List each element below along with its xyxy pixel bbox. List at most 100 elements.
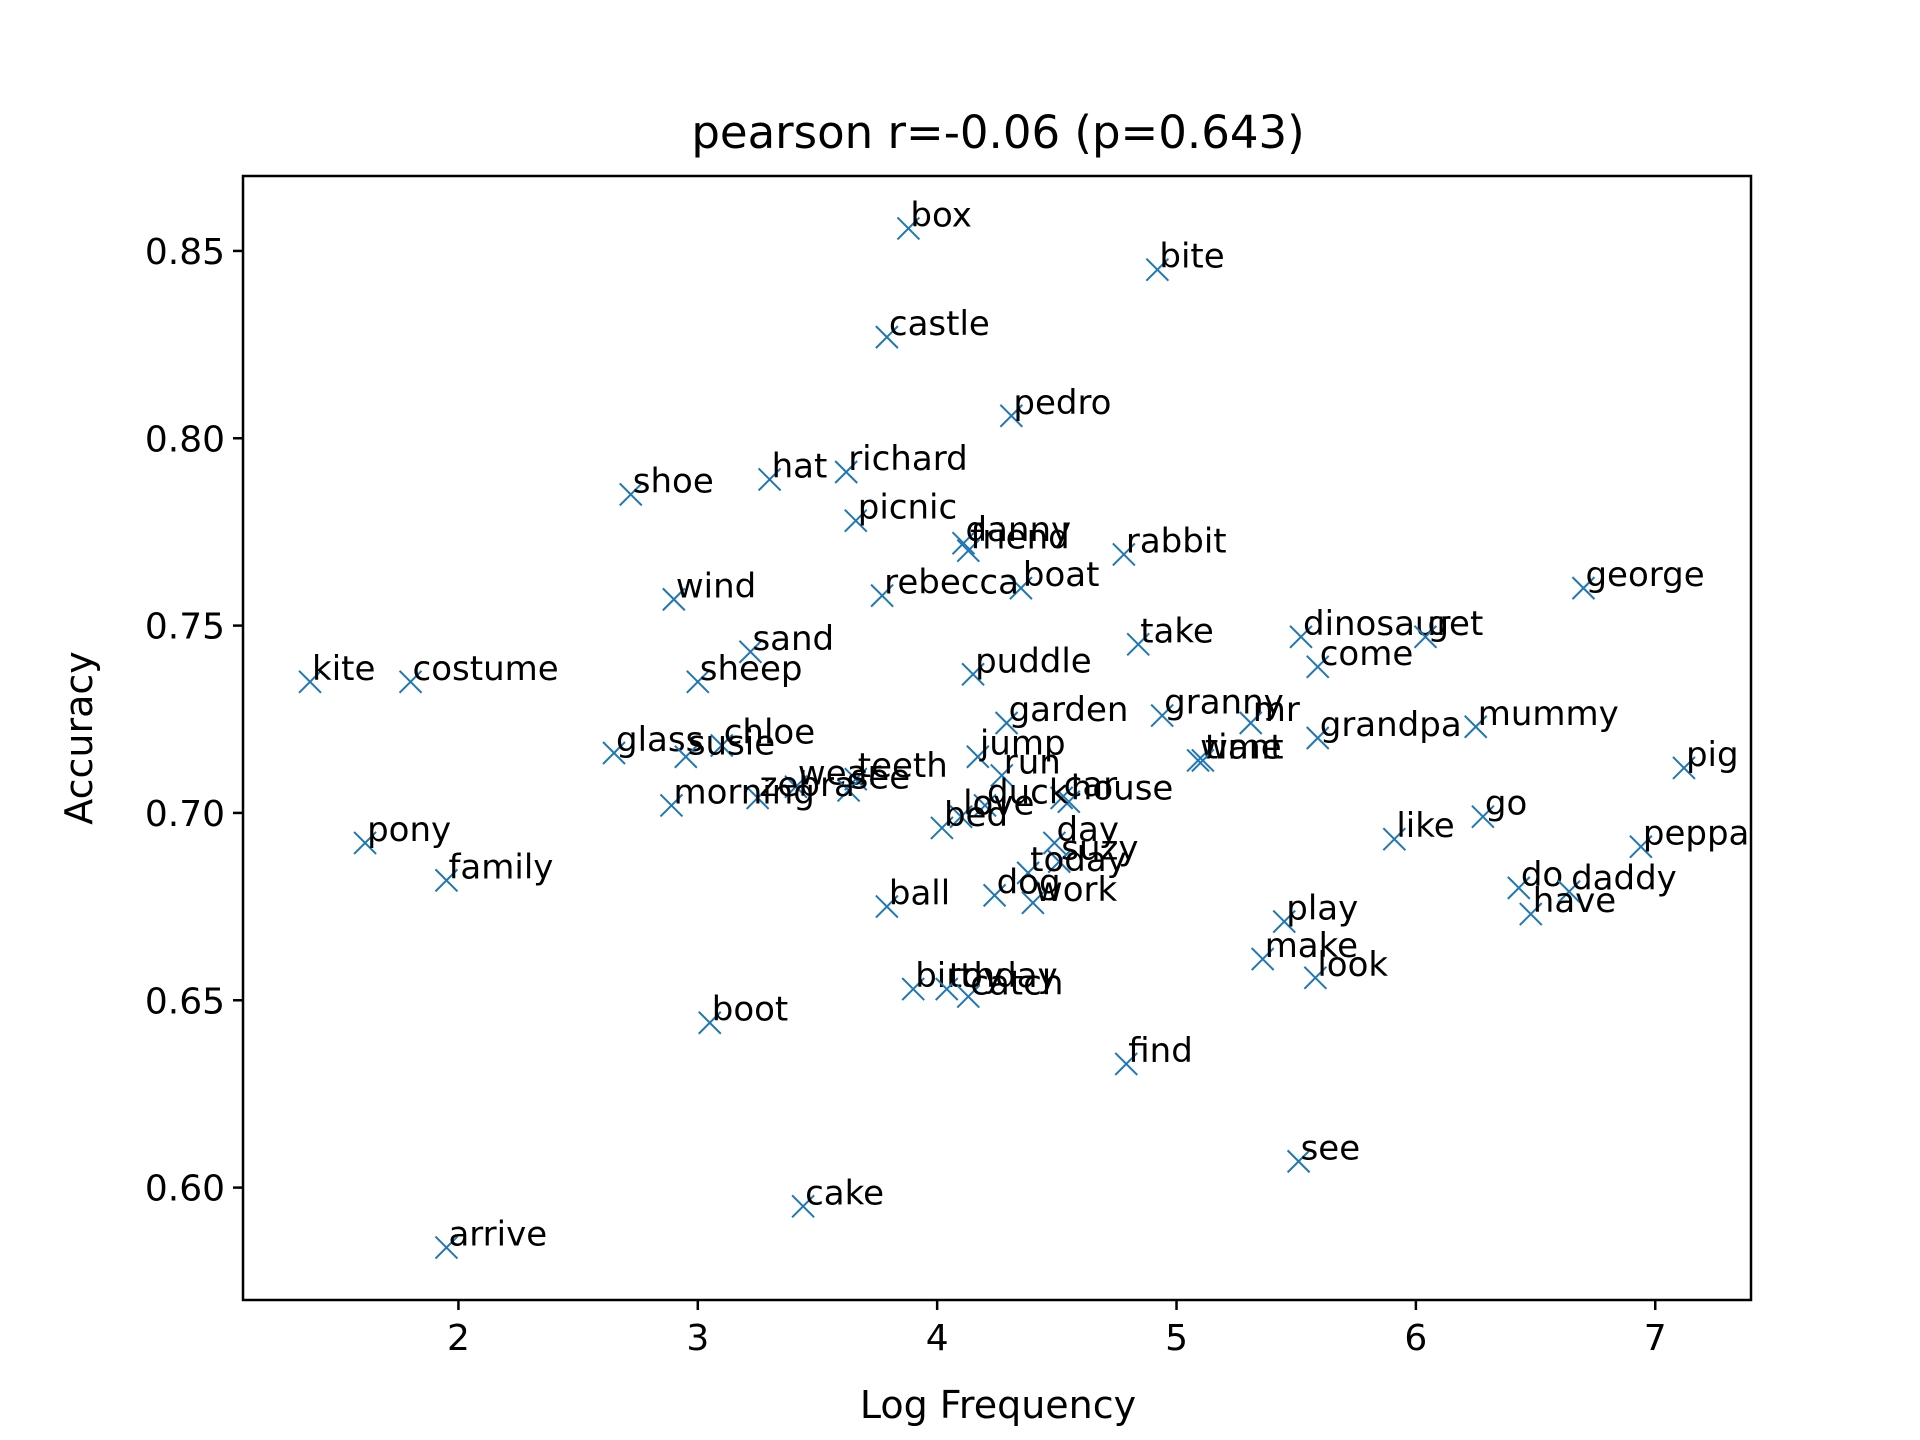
point-label: castle <box>889 304 990 344</box>
point-label: richard <box>848 439 967 479</box>
x-marker <box>870 583 894 608</box>
data-point: hat <box>757 446 828 492</box>
x-marker <box>1112 542 1136 567</box>
x-marker <box>738 640 763 664</box>
x-marker <box>844 508 868 533</box>
y-tick-label: 0.70 <box>145 794 225 835</box>
point-label: george <box>1585 555 1704 595</box>
point-label: boot <box>712 990 789 1030</box>
point-label: find <box>1128 1031 1193 1071</box>
x-marker <box>961 662 985 687</box>
y-tick-label: 0.75 <box>145 607 225 648</box>
data-point: run <box>990 742 1061 788</box>
x-marker <box>930 816 954 840</box>
data-point: sheep <box>686 649 803 694</box>
point-label: pony <box>367 810 451 850</box>
plot-frame <box>241 174 1753 1302</box>
data-point: come <box>1306 634 1414 679</box>
data-point: george <box>1571 555 1705 600</box>
x-marker <box>875 894 899 919</box>
x-marker <box>619 482 643 507</box>
data-point: garden <box>994 690 1128 735</box>
x-marker <box>1519 902 1543 926</box>
data-point: see <box>1286 1128 1361 1174</box>
data-point: shoe <box>619 461 714 507</box>
point-label: pedro <box>1013 383 1111 423</box>
x-tick-label: 7 <box>1644 1318 1667 1359</box>
point-label: today <box>1030 840 1127 880</box>
point-label: cake <box>805 1173 884 1213</box>
data-point: pedro <box>999 383 1111 428</box>
data-point: catch <box>956 964 1063 1009</box>
x-axis: 2 3 4 5 6 7 <box>447 1300 1667 1359</box>
point-label: mummy <box>1478 694 1619 734</box>
x-marker <box>1191 748 1215 773</box>
data-point: see <box>836 757 910 803</box>
chart-title: pearson r=-0.06 (p=0.643) <box>691 106 1304 159</box>
x-tick-label: 2 <box>447 1318 470 1359</box>
data-point: box <box>896 195 972 241</box>
point-label: teeth <box>858 746 948 786</box>
x-marker <box>1042 831 1067 855</box>
x-marker <box>1126 632 1150 657</box>
x-marker <box>990 763 1014 788</box>
data-point: wear <box>784 754 881 799</box>
x-marker <box>1557 879 1581 904</box>
point-label: come <box>1320 634 1414 674</box>
x-marker <box>834 460 858 484</box>
point-label: costume <box>413 649 559 689</box>
point-label: shoe <box>633 461 714 501</box>
x-marker <box>1145 257 1170 282</box>
point-label: grandpa <box>1320 705 1462 745</box>
x-tick-label: 4 <box>926 1318 949 1359</box>
x-marker <box>949 804 973 829</box>
x-marker <box>1150 703 1174 728</box>
data-point: rebecca <box>870 563 1019 608</box>
data-point: work <box>1021 870 1118 915</box>
point-label: hat <box>772 446 828 486</box>
point-label: see <box>1301 1128 1361 1168</box>
point-label: puddle <box>975 641 1092 681</box>
y-axis: 0.60 0.65 0.70 0.75 0.80 0.85 <box>145 232 243 1210</box>
point-label: kite <box>312 649 375 689</box>
point-label: look <box>1317 945 1388 985</box>
data-point: kite <box>298 649 375 694</box>
data-point: boot <box>698 990 789 1035</box>
x-marker <box>951 531 976 555</box>
data-point: zebra <box>745 765 855 810</box>
x-marker <box>1239 711 1263 735</box>
data-point: birthday <box>901 956 1058 1001</box>
point-label: box <box>910 195 971 235</box>
x-marker <box>353 831 377 855</box>
plot-area: boxbitecastlepedrorichardhatshoepicnicda… <box>298 195 1749 1260</box>
data-point: dog <box>982 862 1061 908</box>
data-point: jump <box>966 724 1066 769</box>
point-label: daddy <box>1571 859 1677 899</box>
data-point: pig <box>1672 735 1739 780</box>
x-marker <box>1186 748 1210 773</box>
point-label: work <box>1035 870 1118 910</box>
x-marker <box>1057 789 1081 814</box>
data-point: today <box>1016 840 1127 885</box>
point-label: jump <box>979 724 1066 764</box>
data-point: find <box>1114 1031 1193 1076</box>
y-tick-label: 0.80 <box>145 419 225 460</box>
point-label: duck <box>987 772 1069 812</box>
x-marker <box>1049 786 1074 810</box>
point-label: danny <box>965 510 1071 550</box>
point-label: catch <box>970 964 1063 1004</box>
x-marker <box>1672 756 1696 780</box>
x-marker <box>1464 715 1488 739</box>
data-point: bed <box>930 795 1008 840</box>
x-marker <box>602 741 626 765</box>
data-point: family <box>434 847 553 893</box>
point-label: sheep <box>700 649 803 689</box>
data-point: love <box>949 784 1034 829</box>
point-label: ball <box>889 874 950 914</box>
data-point: richard <box>834 439 968 484</box>
point-label: love <box>963 784 1034 824</box>
x-marker <box>999 404 1024 428</box>
x-marker <box>1629 834 1653 859</box>
point-label: friend <box>970 518 1069 558</box>
